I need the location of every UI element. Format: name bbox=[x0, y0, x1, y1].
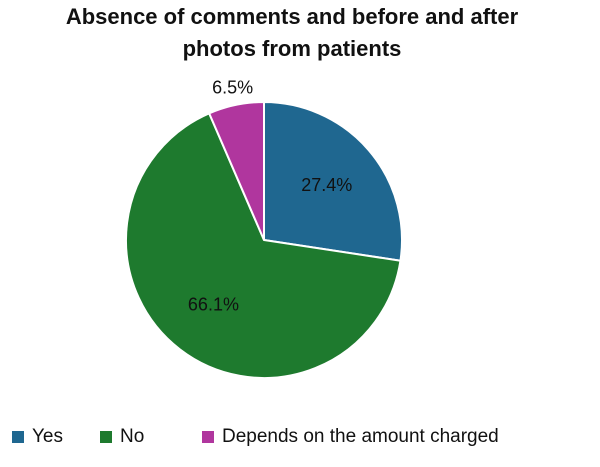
pie-slice bbox=[125, 112, 402, 379]
pie-slice bbox=[263, 100, 403, 262]
legend-label: Yes bbox=[32, 426, 63, 447]
data-label: 27.4% bbox=[301, 175, 352, 195]
legend-swatch bbox=[202, 431, 214, 443]
legend-swatch bbox=[12, 431, 24, 443]
chart-title: photos from patients bbox=[183, 36, 402, 61]
legend-label: No bbox=[120, 426, 144, 447]
legend-label: Depends on the amount charged bbox=[222, 426, 499, 447]
data-label: 6.5% bbox=[212, 77, 253, 97]
pie-slice bbox=[207, 100, 265, 241]
chart-title: Absence of comments and before and after bbox=[66, 4, 519, 29]
data-label: 66.1% bbox=[188, 294, 239, 314]
legend-swatch bbox=[100, 431, 112, 443]
